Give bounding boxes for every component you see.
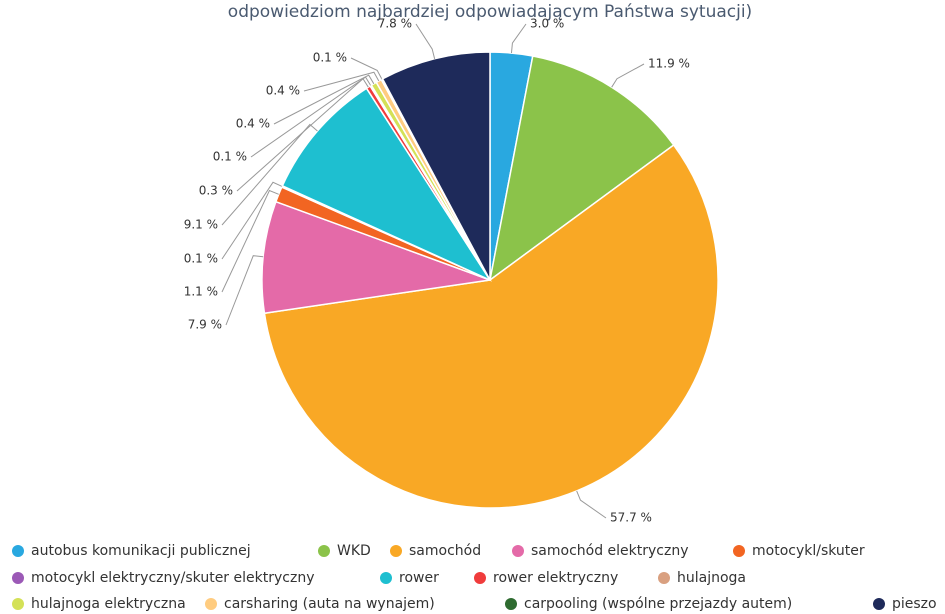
legend-label: hulajnoga bbox=[677, 570, 746, 586]
pie-slice bbox=[263, 143, 719, 509]
chart-title: odpowiedziom najbardziej odpowiadającym … bbox=[228, 2, 752, 22]
legend-marker bbox=[390, 545, 402, 557]
leader-line bbox=[221, 181, 283, 260]
legend-label: hulajnoga elektryczna bbox=[31, 596, 186, 612]
legend-marker bbox=[873, 598, 885, 610]
legend-marker bbox=[733, 545, 745, 557]
legend-marker bbox=[205, 598, 217, 610]
legend-marker bbox=[474, 572, 486, 584]
pie-slice bbox=[381, 51, 491, 281]
data-label: 0.3 % bbox=[199, 184, 233, 198]
legend-label: autobus komunikacji publicznej bbox=[31, 543, 251, 559]
legend-marker bbox=[318, 545, 330, 557]
data-label: 0.1 % bbox=[184, 252, 218, 266]
data-label: 7.8 % bbox=[378, 17, 412, 31]
legend-label: pieszo bbox=[892, 596, 937, 612]
leader-line bbox=[273, 74, 375, 125]
leader-line bbox=[611, 63, 645, 88]
legend-marker bbox=[12, 572, 24, 584]
legend-label: motocykl/skuter bbox=[752, 543, 865, 559]
pie-slice bbox=[488, 55, 675, 282]
data-label: 0.4 % bbox=[236, 117, 270, 131]
leader-line bbox=[303, 71, 380, 92]
leader-line bbox=[350, 57, 383, 80]
leader-line bbox=[221, 189, 279, 293]
data-label: 7.9 % bbox=[188, 318, 222, 332]
legend-label: rower elektryczny bbox=[493, 570, 618, 586]
legend-marker bbox=[512, 545, 524, 557]
legend-marker bbox=[380, 572, 392, 584]
leader-line bbox=[221, 123, 318, 226]
pie-slice bbox=[281, 87, 493, 282]
data-label: 0.1 % bbox=[213, 150, 247, 164]
legend-label: rower bbox=[399, 570, 439, 586]
data-label: 57.7 % bbox=[610, 511, 652, 525]
data-label: 0.4 % bbox=[266, 84, 300, 98]
data-label: 0.1 % bbox=[313, 51, 347, 65]
legend-marker bbox=[505, 598, 517, 610]
leader-line bbox=[225, 255, 264, 326]
legend-label: carpooling (wspólne przejazdy autem) bbox=[524, 596, 792, 612]
data-label: 9.1 % bbox=[184, 218, 218, 232]
legend-label: WKD bbox=[337, 543, 371, 559]
legend-label: motocykl elektryczny/skuter elektryczny bbox=[31, 570, 314, 586]
leader-line bbox=[576, 490, 607, 519]
legend-marker bbox=[12, 545, 24, 557]
legend-label: samochód elektryczny bbox=[531, 543, 689, 559]
leader-line bbox=[510, 23, 527, 54]
leader-line bbox=[415, 23, 436, 59]
data-label: 1.1 % bbox=[184, 285, 218, 299]
legend-marker bbox=[12, 598, 24, 610]
data-label: 3.0 % bbox=[530, 17, 564, 31]
legend-label: samochód bbox=[409, 543, 481, 559]
data-label: 11.9 % bbox=[648, 57, 690, 71]
legend-label: carsharing (auta na wynajem) bbox=[224, 596, 435, 612]
legend-marker bbox=[658, 572, 670, 584]
